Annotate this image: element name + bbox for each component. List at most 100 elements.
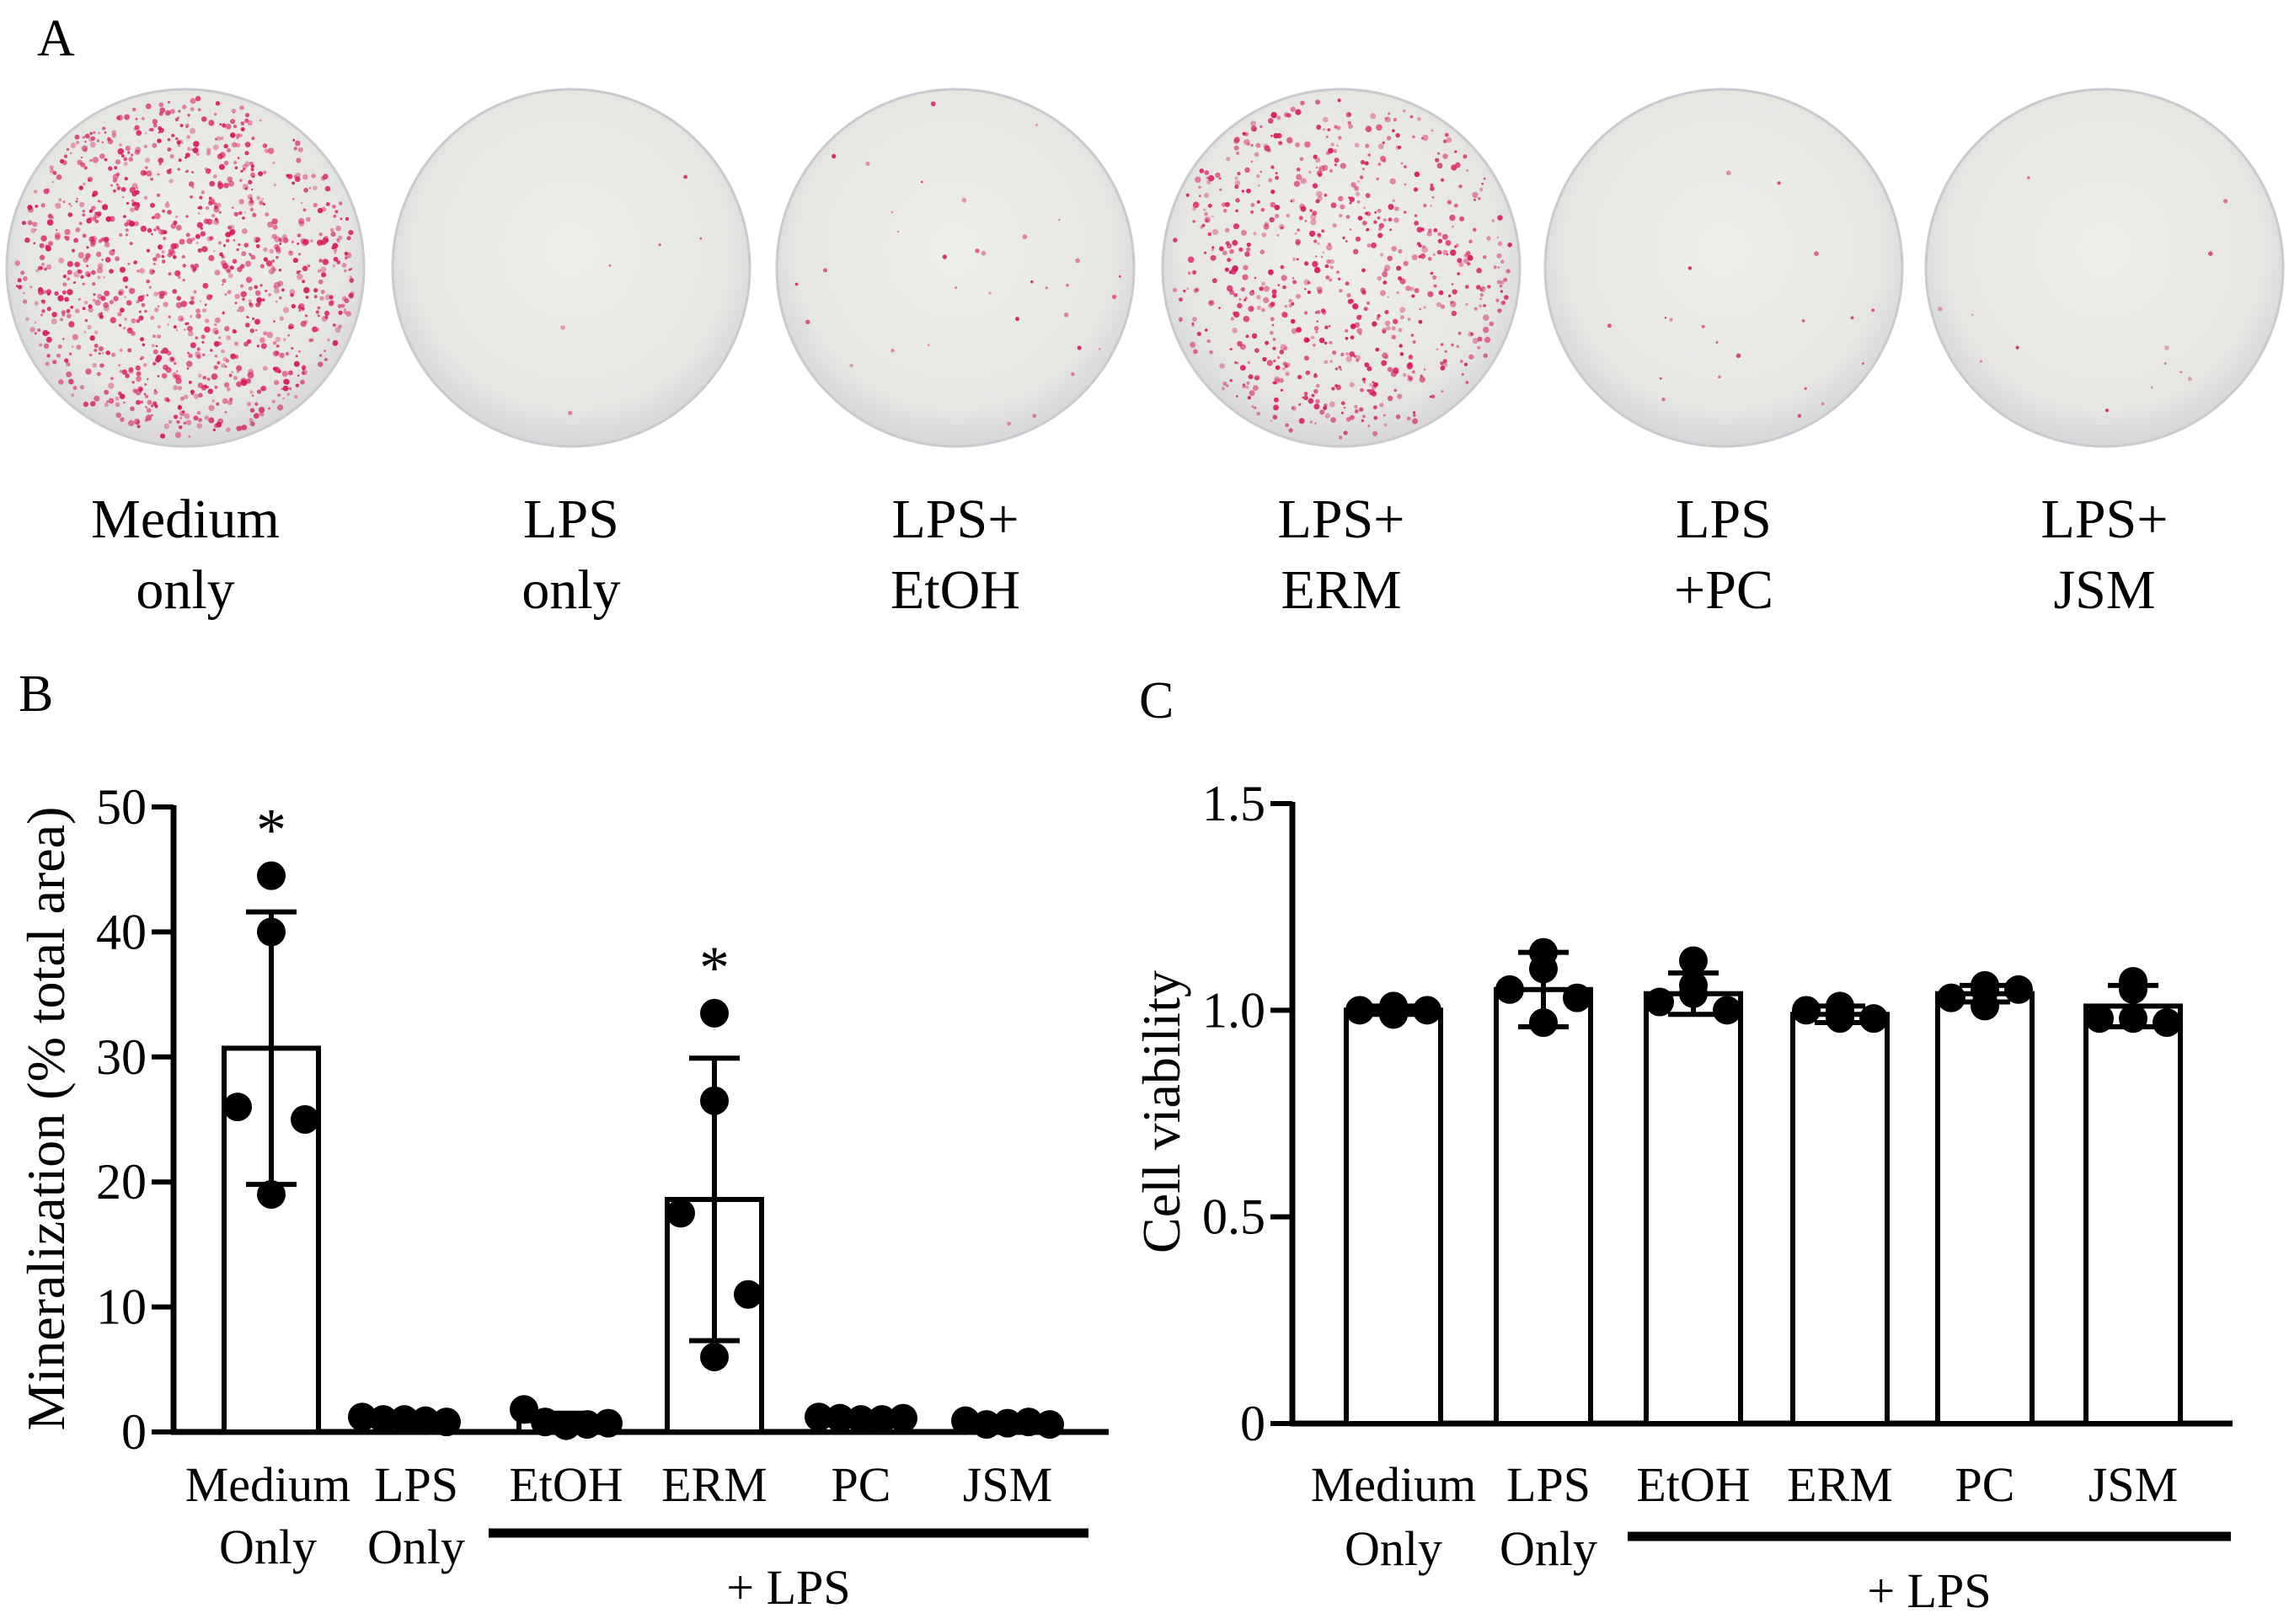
data-point — [1413, 996, 1441, 1025]
data-point — [1679, 970, 1708, 1000]
category-label-line1: PC — [832, 1457, 891, 1512]
well-label-line1: Medium — [91, 489, 280, 550]
data-point — [1563, 983, 1591, 1012]
well-label-line1: LPS+ — [1278, 489, 1405, 550]
stain-dots — [1607, 170, 1875, 418]
bar-group-2: LPS Only — [1494, 938, 1597, 1576]
y-tick-label: 20 — [96, 1154, 147, 1210]
data-point — [552, 1411, 580, 1440]
data-point — [1529, 954, 1558, 984]
data-point — [2119, 975, 2147, 1004]
data-point — [1529, 1008, 1558, 1038]
y-tick-label: 0 — [1240, 1396, 1265, 1451]
stain-dots — [1173, 99, 1512, 440]
category-label-line1: Medium — [185, 1457, 351, 1512]
data-point — [510, 1395, 538, 1424]
data-point — [1645, 987, 1674, 1017]
significance-marker: * — [256, 797, 286, 864]
data-point — [257, 917, 286, 947]
data-point — [348, 1402, 377, 1432]
bar — [1644, 991, 1743, 1426]
data-point — [1826, 991, 1854, 1021]
group-label: + LPS — [1867, 1563, 1991, 1618]
stain-dots — [794, 101, 1121, 426]
data-point — [993, 1408, 1022, 1438]
data-point — [1035, 1410, 1064, 1440]
stain-dots — [14, 95, 355, 439]
bar-group-4: ERM — [1787, 991, 1893, 1512]
well-4: LPS+ ERM — [1161, 88, 1522, 621]
category-label-line1: LPS — [1506, 1457, 1591, 1512]
data-point — [889, 1403, 917, 1433]
well-label-line2: ERM — [1281, 559, 1401, 621]
data-point — [700, 1342, 729, 1371]
category-label-line1: ERM — [661, 1457, 767, 1512]
data-point — [573, 1410, 602, 1440]
bar — [1790, 1012, 1890, 1426]
well-plate — [5, 88, 366, 448]
data-point — [369, 1405, 398, 1434]
data-point — [2004, 975, 2033, 1004]
y-tick-label: 30 — [96, 1029, 147, 1085]
chart-b: 0 10 20 30 40 50 * Medium Only LPS Only EtOH * ERM PC J… — [96, 779, 1109, 1615]
bar-group-3: EtOH — [509, 1395, 623, 1512]
data-point — [257, 1180, 286, 1210]
category-label-line1: JSM — [2088, 1457, 2178, 1512]
stain-dots — [1938, 176, 2228, 413]
well-label-line1: LPS — [1676, 489, 1772, 550]
well-label-line2: EtOH — [890, 559, 1020, 621]
data-point — [1345, 996, 1374, 1025]
data-point — [1679, 946, 1708, 975]
well-plate — [1161, 88, 1522, 448]
panel-a-letter: A — [37, 10, 75, 67]
bar-group-2: LPS Only — [348, 1402, 465, 1574]
data-point — [2153, 1008, 2181, 1038]
bar-group-6: JSM — [951, 1406, 1064, 1512]
chart-b-ylabel: Mineralization (% total area) — [16, 807, 76, 1431]
category-label-line1: LPS — [374, 1457, 458, 1512]
well-plate — [1924, 88, 2285, 448]
bar-group-5: PC — [1935, 970, 2035, 1512]
data-point — [1014, 1408, 1043, 1437]
category-label-line2: Only — [1500, 1521, 1597, 1576]
bar-group-1: * Medium Only — [185, 797, 351, 1574]
well-label-line1: LPS+ — [892, 489, 1019, 550]
data-point — [734, 1279, 762, 1309]
data-point — [2119, 1004, 2147, 1034]
category-label-line1: EtOH — [509, 1457, 623, 1512]
data-point — [1971, 991, 1999, 1021]
category-label-line1: JSM — [963, 1457, 1052, 1512]
bar-group-3: EtOH — [1636, 946, 1751, 1512]
bar-group-5: PC — [805, 1402, 917, 1512]
significance-marker: * — [699, 934, 730, 1002]
bar-group-4: * ERM — [661, 934, 767, 1512]
data-point — [1937, 983, 1965, 1012]
category-label-line1: Medium — [1311, 1457, 1477, 1512]
data-point — [868, 1405, 896, 1434]
well-label-line2: only — [521, 559, 620, 621]
bar-group-1: Medium Only — [1311, 991, 1477, 1576]
well-label-line2: only — [136, 559, 234, 621]
panel-b-letter: B — [19, 665, 53, 723]
y-tick-label: 1.5 — [1202, 776, 1265, 831]
bar — [2083, 1003, 2183, 1426]
y-tick-label: 0.5 — [1202, 1189, 1265, 1245]
category-label-line1: ERM — [1787, 1457, 1893, 1512]
bar — [1935, 991, 2035, 1426]
data-point — [223, 1092, 252, 1122]
chart-c-ylabel: Cell viability — [1131, 970, 1191, 1253]
bar — [1344, 1007, 1443, 1427]
panel-c: C Cell viability 00.51.01.5MediumOnlyLPS… — [1131, 672, 2233, 1618]
wells: MediumonlyLPSonlyLPS+EtOHLPS+ERMLPS+PCLP… — [5, 88, 2285, 621]
group-label: + LPS — [726, 1560, 850, 1615]
data-point — [826, 1403, 854, 1433]
well-5: LPS +PC — [1543, 88, 1904, 621]
data-point — [666, 1199, 695, 1228]
well-3: LPS+ EtOH — [775, 88, 1136, 621]
chart-c: 0 0.5 1.0 1.5 Medium Only LPS Only EtOH ERM PC JSM +… — [1202, 776, 2233, 1618]
well-6: LPS+ JSM — [1924, 88, 2285, 621]
data-point — [411, 1406, 440, 1435]
data-point — [1859, 1004, 1888, 1034]
data-point — [1792, 996, 1821, 1025]
panel-a: A Medium only LPS only LPS+ EtOH LPS+ ERM LPS +PC… — [5, 10, 2285, 621]
